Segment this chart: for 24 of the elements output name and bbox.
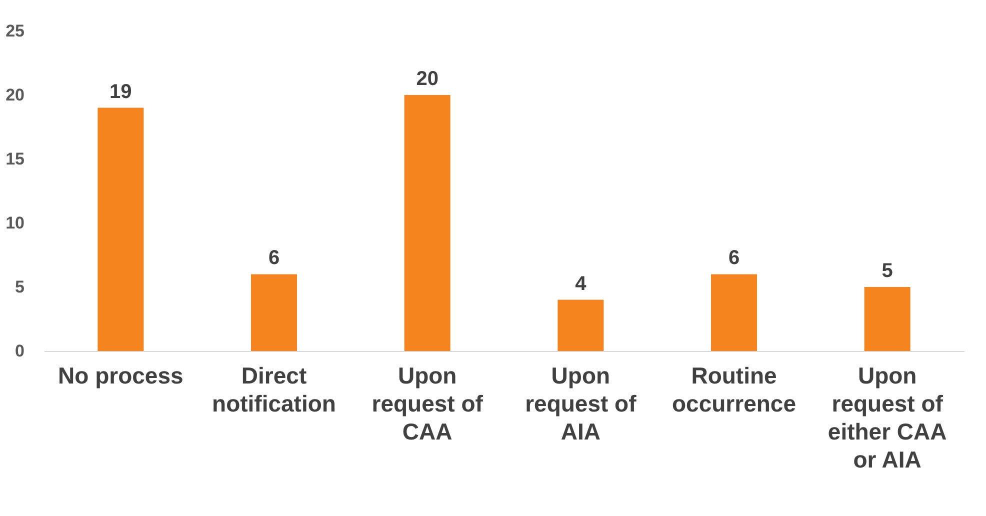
bar (558, 300, 604, 351)
y-tick-label: 25 (6, 22, 24, 40)
data-label: 6 (268, 247, 280, 270)
x-tick-label: Upon request of CAA (372, 362, 484, 444)
x-tick-label: Upon request of either CAA or AIA (828, 362, 947, 472)
y-tick-label: 15 (6, 150, 24, 168)
x-tick-label: Direct notification (212, 362, 336, 416)
y-tick-label: 20 (6, 86, 24, 104)
bar (404, 95, 450, 351)
x-tick-label: Upon request of AIA (525, 362, 637, 444)
y-tick-label: 5 (15, 278, 24, 296)
bar (251, 274, 297, 351)
data-label: 20 (416, 68, 438, 90)
data-label: 5 (882, 260, 893, 282)
bar (864, 287, 910, 351)
x-tick-label: No process (58, 362, 184, 388)
x-tick-label: Routine occurrence (672, 362, 796, 416)
data-label: 6 (728, 247, 740, 270)
bar (711, 274, 757, 351)
y-tick-label: 0 (15, 342, 24, 360)
bar (98, 108, 144, 351)
data-label: 19 (110, 80, 132, 103)
y-tick-label: 10 (6, 214, 24, 232)
data-label: 4 (575, 272, 588, 295)
